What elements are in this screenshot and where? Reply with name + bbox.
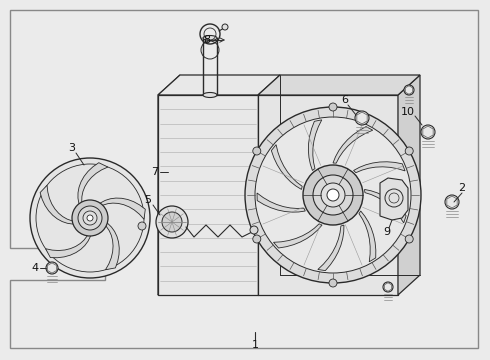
Circle shape: [162, 212, 182, 232]
Polygon shape: [318, 225, 344, 271]
Circle shape: [72, 200, 108, 236]
Text: 9: 9: [384, 227, 391, 237]
Circle shape: [250, 226, 258, 234]
Circle shape: [138, 222, 146, 230]
Circle shape: [303, 165, 363, 225]
Polygon shape: [359, 211, 376, 262]
Polygon shape: [158, 75, 180, 295]
Circle shape: [313, 175, 353, 215]
Circle shape: [421, 125, 435, 139]
Polygon shape: [103, 221, 119, 270]
Polygon shape: [380, 178, 408, 220]
Circle shape: [355, 111, 369, 125]
Circle shape: [327, 189, 339, 201]
Circle shape: [222, 24, 228, 30]
Circle shape: [253, 147, 261, 155]
Polygon shape: [308, 120, 322, 171]
Text: 4: 4: [31, 263, 39, 273]
Polygon shape: [158, 75, 280, 95]
Ellipse shape: [203, 93, 217, 98]
Text: 1: 1: [251, 340, 259, 350]
Circle shape: [245, 107, 421, 283]
Polygon shape: [333, 127, 373, 163]
Ellipse shape: [203, 36, 217, 41]
Polygon shape: [271, 145, 302, 189]
Circle shape: [253, 235, 261, 243]
Circle shape: [255, 117, 411, 273]
Text: 5: 5: [145, 195, 151, 205]
Polygon shape: [257, 193, 305, 212]
Polygon shape: [158, 95, 258, 295]
Polygon shape: [273, 224, 322, 248]
Text: 7: 7: [151, 167, 159, 177]
Polygon shape: [398, 75, 420, 295]
Polygon shape: [258, 95, 398, 295]
Circle shape: [405, 235, 413, 243]
Polygon shape: [46, 232, 92, 258]
Text: 2: 2: [459, 183, 466, 193]
Polygon shape: [258, 75, 420, 95]
Text: 6: 6: [342, 95, 348, 105]
Circle shape: [30, 158, 150, 278]
Circle shape: [46, 262, 58, 274]
Polygon shape: [78, 163, 108, 208]
Polygon shape: [354, 162, 405, 173]
Circle shape: [445, 195, 459, 209]
Text: 10: 10: [401, 107, 415, 117]
Polygon shape: [365, 189, 406, 223]
Polygon shape: [97, 198, 146, 219]
Circle shape: [87, 215, 93, 221]
Circle shape: [405, 147, 413, 155]
Circle shape: [321, 183, 345, 207]
Circle shape: [83, 211, 97, 225]
Circle shape: [383, 282, 393, 292]
Circle shape: [404, 85, 414, 95]
Text: 8: 8: [203, 35, 211, 45]
Text: 3: 3: [69, 143, 75, 153]
Circle shape: [156, 206, 188, 238]
Polygon shape: [40, 185, 77, 224]
Polygon shape: [158, 275, 280, 295]
Circle shape: [78, 206, 102, 230]
Circle shape: [329, 103, 337, 111]
Circle shape: [329, 279, 337, 287]
